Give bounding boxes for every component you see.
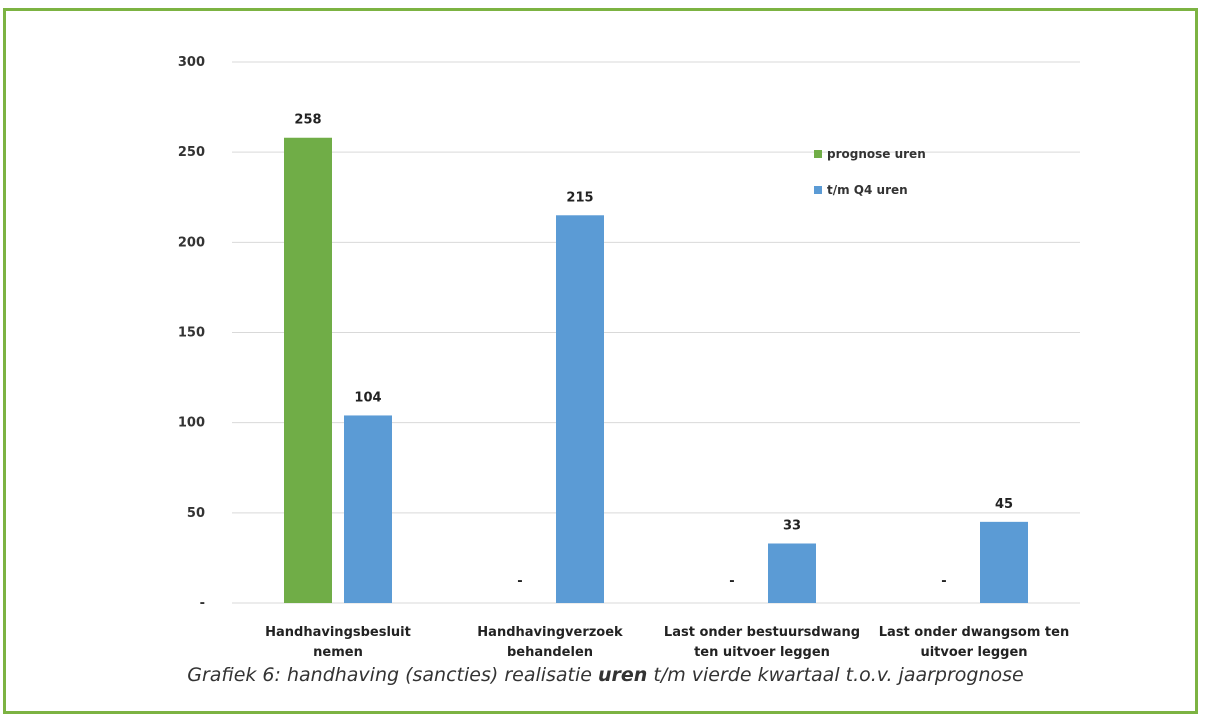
bar (768, 543, 816, 603)
x-tick-label: Last onder dwangsom ten (879, 625, 1069, 640)
x-tick-label: Handhavingsbesluit (265, 625, 411, 640)
legend-label: prognose uren (827, 147, 926, 161)
bar (344, 415, 392, 603)
data-label: 33 (783, 518, 801, 533)
x-tick-label: nemen (313, 645, 363, 660)
bar (556, 215, 604, 604)
bars (284, 137, 1028, 604)
data-label: - (729, 574, 734, 589)
data-label: 45 (995, 497, 1013, 512)
data-labels: 258 - - - 104 215 33 45 (294, 113, 1013, 589)
legend-swatch (814, 150, 822, 158)
legend: prognose uren t/m Q4 uren (814, 147, 926, 197)
y-tick-label: 200 (178, 235, 205, 250)
y-tick-label: 150 (178, 326, 205, 341)
y-tick-label: 250 (178, 145, 205, 160)
legend-swatch (814, 186, 822, 194)
data-label: 215 (566, 190, 593, 205)
data-label: - (941, 574, 946, 589)
caption-prefix: Grafiek 6: handhaving (sancties) realisa… (187, 664, 599, 686)
x-tick-label: Handhavingverzoek (477, 625, 623, 640)
bar (284, 137, 332, 604)
x-tick-label: ten uitvoer leggen (694, 645, 830, 660)
data-label: 104 (354, 390, 381, 405)
legend-label: t/m Q4 uren (827, 183, 908, 197)
bar (980, 521, 1028, 603)
y-tick-label: - (200, 596, 205, 611)
y-tick-label: 50 (187, 506, 205, 521)
x-tick-label: behandelen (507, 645, 593, 660)
chart-caption: Grafiek 6: handhaving (sancties) realisa… (0, 664, 1211, 686)
data-label: 258 (294, 113, 321, 128)
caption-bold: uren (598, 664, 648, 686)
x-tick-label: uitvoer leggen (920, 645, 1027, 660)
y-axis: - 50 100 150 200 250 300 (178, 55, 205, 611)
y-tick-label: 300 (178, 55, 205, 70)
x-tick-label: Last onder bestuursdwang (664, 625, 860, 640)
bar-chart: - 50 100 150 200 250 300 258 - - - 104 215 33 45 Hand… (178, 55, 1080, 660)
data-label: - (517, 574, 522, 589)
y-tick-label: 100 (178, 416, 205, 431)
x-axis: Handhavingsbesluit nemen Handhavingverzoek… (265, 625, 1069, 660)
caption-suffix: t/m vierde kwartaal t.o.v. jaarprognose (647, 664, 1024, 686)
